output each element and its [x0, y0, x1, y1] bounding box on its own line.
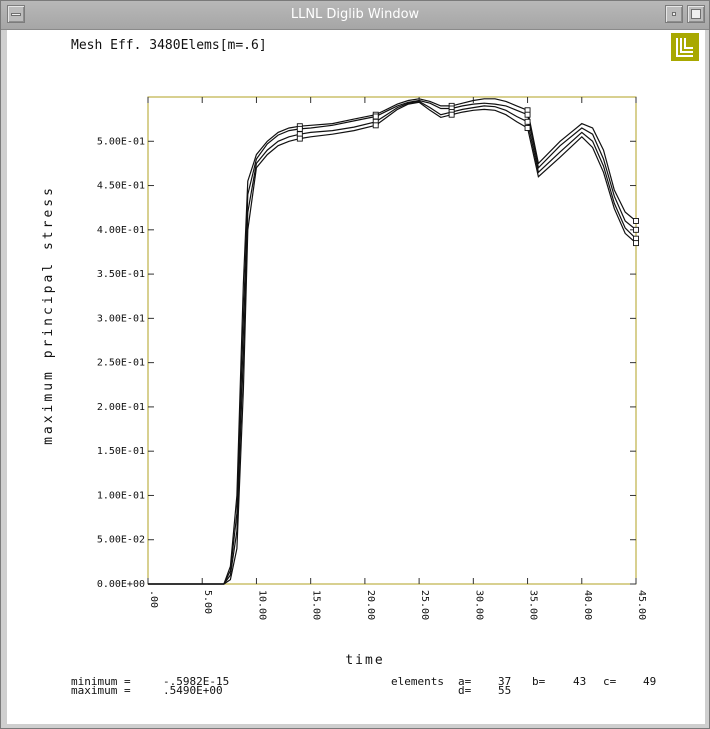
x-tick-label: 30.00	[473, 590, 484, 620]
maximum-value: .5490E+00	[163, 684, 223, 697]
y-axis-ticks: 0.00E+00 5.00E-02 1.00E-01 1.50E-01 2.00E-01…	[97, 136, 636, 590]
minimize-button[interactable]	[665, 5, 683, 23]
y-tick-label: 4.50E-01	[97, 181, 145, 192]
series-marker-b	[372, 113, 379, 120]
x-tick-label: 35.00	[528, 590, 539, 620]
stress-chart: Mesh Eff. 3480Elems[m=.6] 0.00E+00 5.00E-…	[41, 33, 699, 697]
y-tick-label: 2.00E-01	[97, 402, 145, 413]
y-axis-label: maximum principal stress	[41, 185, 56, 445]
series-marker-a	[633, 218, 639, 224]
x-tick-label: 45.00	[636, 590, 647, 620]
element-a-label: a=	[458, 675, 472, 688]
y-tick-label: 2.50E-01	[97, 358, 145, 369]
x-tick-label: 25.00	[419, 590, 430, 620]
element-c-label: c=	[603, 675, 617, 688]
element-a-value: 37	[498, 675, 511, 688]
series-line-d	[148, 101, 637, 585]
series-marker-b	[633, 226, 639, 233]
elements-label: elements	[391, 675, 444, 688]
plot-heading: Mesh Eff. 3480Elems[m=.6]	[71, 38, 267, 53]
y-tick-label: 3.00E-01	[97, 313, 145, 324]
series-marker-d	[633, 240, 639, 247]
element-d-label: d=	[458, 684, 472, 697]
y-tick-label: 1.50E-01	[97, 446, 145, 457]
series-marker-d	[296, 135, 303, 142]
element-legend: elements a= 37 b= 43 c= 49 d= 55	[391, 675, 656, 697]
title-bar[interactable]: LLNL Diglib Window	[1, 1, 709, 30]
window-menu-icon	[11, 13, 21, 16]
element-c-value: 49	[643, 675, 656, 688]
x-tick-label: .00	[148, 590, 159, 608]
element-d-value: 55	[498, 684, 511, 697]
summary-stats: minimum = -.5982E-15 maximum = .5490E+00	[71, 675, 229, 697]
window-title: LLNL Diglib Window	[290, 7, 420, 22]
minimize-icon	[672, 12, 676, 16]
y-tick-label: 5.00E-01	[97, 136, 145, 147]
llnl-logo	[671, 33, 699, 61]
maximize-icon	[691, 9, 701, 19]
series-marker-d	[448, 111, 455, 118]
element-b-label: b=	[532, 675, 546, 688]
window-menu-button[interactable]	[7, 5, 25, 23]
element-b-value: 43	[573, 675, 586, 688]
x-tick-label: 10.00	[256, 590, 267, 620]
x-tick-label: 15.00	[311, 590, 322, 620]
y-tick-label: 1.00E-01	[97, 490, 145, 501]
minimum-value: -.5982E-15	[163, 675, 229, 688]
x-tick-label: 20.00	[365, 590, 376, 620]
x-axis-label: time	[345, 653, 384, 668]
series-line-b	[148, 99, 637, 585]
series-marker-d	[372, 122, 379, 129]
x-tick-label: 40.00	[582, 590, 593, 620]
series-lines	[148, 98, 639, 585]
minimum-label: minimum =	[71, 675, 131, 688]
maximize-button[interactable]	[687, 5, 705, 23]
series-marker-d	[524, 125, 531, 131]
plot-canvas: Mesh Eff. 3480Elems[m=.6] 0.00E+00 5.00E-…	[7, 30, 705, 724]
plot-frame	[147, 96, 637, 585]
maximum-label: maximum =	[71, 684, 131, 697]
y-tick-label: 0.00E+00	[97, 579, 145, 590]
series-marker-b	[524, 111, 531, 118]
y-tick-label: 4.00E-01	[97, 225, 145, 236]
series-marker-c	[524, 118, 531, 125]
x-tick-label: 5.00	[202, 590, 213, 614]
x-axis-ticks: .00 5.00 10.00 15.00 20.00 25.00 30.00 35.00 40.…	[147, 97, 647, 620]
series-line-a	[148, 98, 637, 585]
y-tick-label: 5.00E-02	[97, 535, 145, 546]
series-line-c	[148, 100, 637, 585]
y-tick-label: 3.50E-01	[97, 269, 145, 280]
series-marker-b	[296, 125, 303, 132]
